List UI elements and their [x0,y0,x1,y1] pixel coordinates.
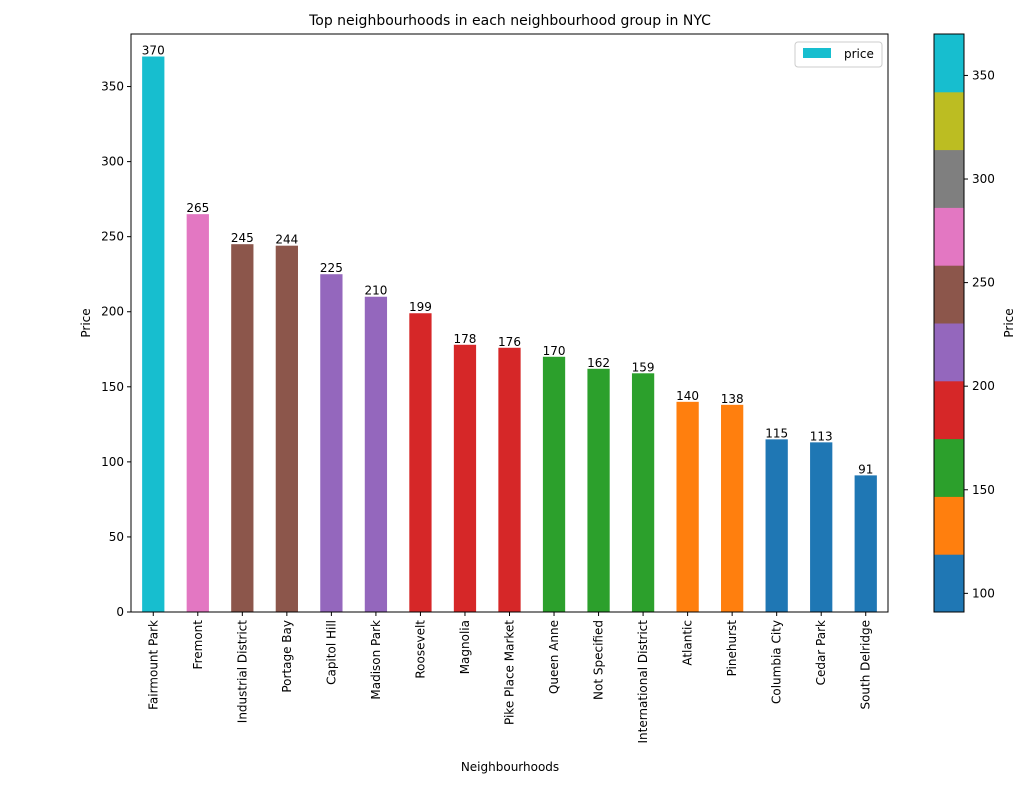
bar-value-label: 199 [409,300,432,314]
y-axis-title: Price [79,308,93,337]
y-tick-label: 0 [116,605,124,619]
legend-label: price [844,47,874,61]
bar [810,442,833,612]
x-tick-label: Madison Park [369,620,383,700]
colorbar-tick-label: 250 [972,276,995,290]
y-tick-label: 200 [101,305,124,319]
x-tick-label: Roosevelt [413,620,427,679]
chart-title: Top neighbourhoods in each neighbourhood… [308,13,711,29]
legend-swatch [803,48,831,58]
x-tick-label: Fairmount Park [146,620,160,710]
x-tick-label: Queen Anne [547,620,561,694]
y-tick-label: 150 [101,380,124,394]
bar-value-label: 210 [364,284,387,298]
plot-area: 370 Fairmount Park 265 Fremont 245 Industrial… [101,33,889,744]
bar-value-label: 170 [543,344,566,358]
x-tick-label: Pike Place Market [503,620,517,725]
x-tick-label: Atlantic [681,620,695,666]
bar [587,368,610,612]
colorbar-segment [934,380,964,440]
x-tick-label: Magnolia [458,620,472,674]
bar-value-label: 138 [721,392,744,406]
bar [186,214,209,613]
bar [854,475,877,612]
bar-value-label: 176 [498,335,521,349]
bar-value-label: 159 [632,360,655,374]
bar-value-label: 225 [320,261,343,275]
colorbar-segment [934,34,964,93]
colorbar-tick-label: 350 [972,68,995,82]
colorbar-segment [934,91,964,151]
bar [453,344,477,612]
y-tick-label: 50 [109,530,124,544]
bar [542,356,566,612]
bar-value-label: 244 [275,233,298,247]
bar [409,313,432,612]
colorbar-segment [934,496,964,555]
bar [275,245,298,613]
bar-value-label: 162 [587,356,610,370]
bar-value-label: 91 [858,462,873,476]
x-tick-label: Industrial District [235,620,249,723]
colorbar-segment [934,207,964,266]
x-tick-label: International District [636,620,650,744]
bar [320,274,343,612]
colorbar-tick-label: 100 [972,586,995,600]
colorbar-segment [934,323,964,382]
bar [765,439,788,612]
x-tick-label: South Delridge [859,620,873,710]
colorbar-frame [933,33,965,613]
colorbar-tick-label: 150 [972,483,995,497]
bar [631,373,655,612]
plot-frame [130,33,889,613]
bar-value-label: 178 [454,332,477,346]
colorbar-tick-label: 200 [972,379,995,393]
colorbar-segment [934,149,964,208]
x-axis-title: Neighbourhoods [461,760,559,774]
y-tick-label: 300 [101,155,124,169]
bar-value-label: 265 [186,201,209,215]
x-tick-label: Columbia City [770,620,784,704]
x-tick-label: Fremont [191,620,205,670]
bar-value-label: 370 [142,44,165,58]
bar [231,244,254,612]
colorbar-segment [934,438,964,497]
bar-value-label: 115 [765,426,788,440]
bar [676,401,699,612]
legend: price [794,41,883,68]
x-tick-label: Cedar Park [814,620,828,685]
bar-value-label: 140 [676,389,699,403]
bar [364,296,388,612]
x-tick-label: Not Specified [592,620,606,700]
bar [142,56,165,613]
y-tick-label: 350 [101,80,124,94]
bar-value-label: 245 [231,231,254,245]
x-tick-label: Capitol Hill [324,620,338,685]
bar [721,404,744,612]
x-tick-label: Portage Bay [280,620,294,693]
bar [498,347,521,612]
x-tick-label: Pinehurst [725,620,739,677]
colorbar: 100 150 200 250 300 350 [933,33,995,613]
y-tick-label: 100 [101,455,124,469]
bar-value-label: 113 [810,429,833,443]
y-tick-label: 250 [101,230,124,244]
colorbar-tick-label: 300 [972,172,995,186]
colorbar-title: Price [1002,308,1016,337]
colorbar-segment [934,554,964,613]
colorbar-segment [934,265,964,324]
